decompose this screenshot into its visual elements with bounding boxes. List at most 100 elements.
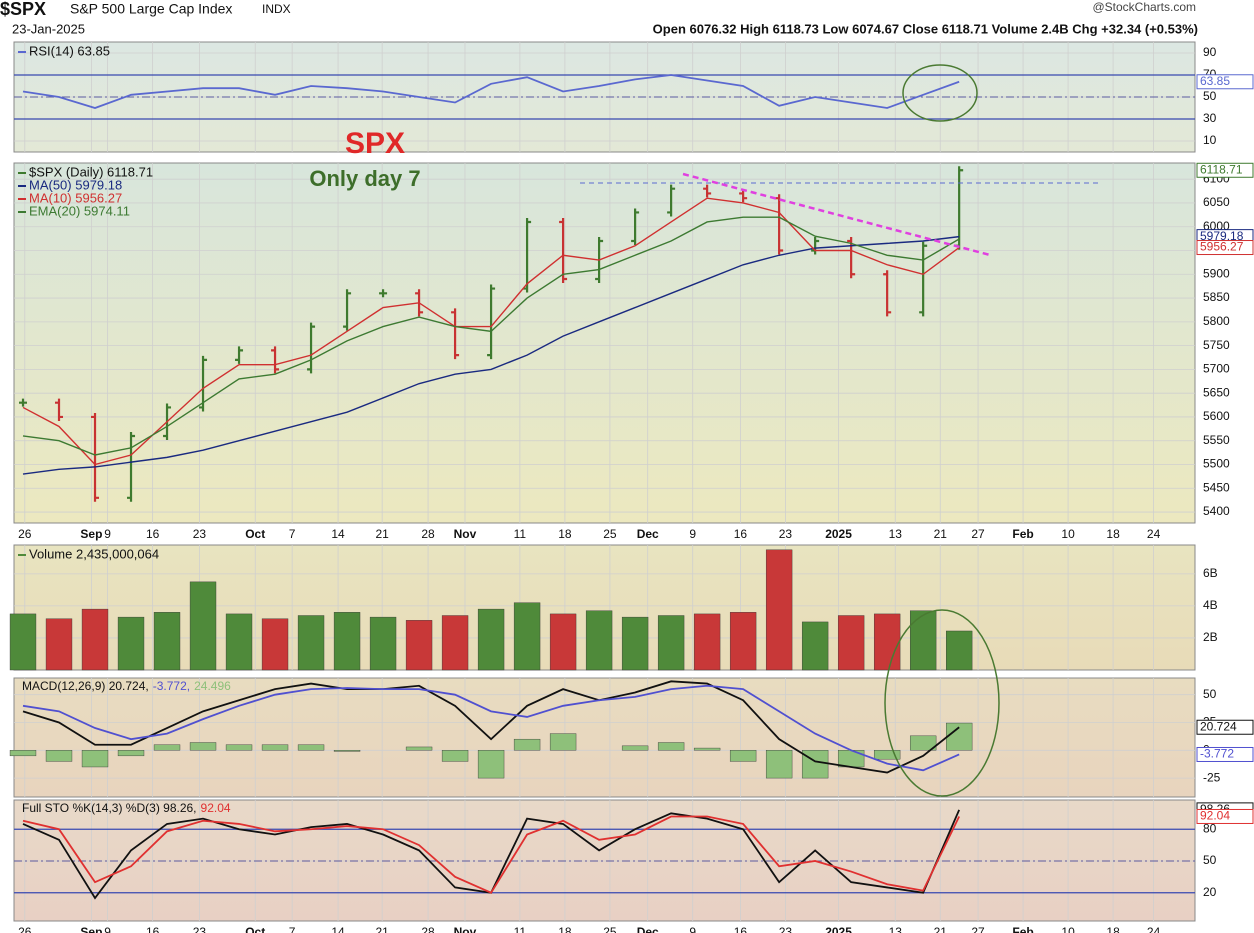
bar — [9, 750, 37, 757]
value-tag — [1196, 746, 1254, 762]
x-tick-label: 25 — [603, 925, 617, 933]
series-line — [22, 815, 960, 894]
highlight-ellipse — [884, 609, 1000, 797]
value-tag-label: 20.724 — [1200, 719, 1237, 733]
price-bar — [487, 284, 496, 360]
y-tick-label: 30 — [1203, 111, 1217, 125]
x-tick-label: Sep — [80, 527, 102, 541]
y-tick-label: 2B — [1203, 630, 1218, 644]
x-tick-label: 9 — [689, 925, 696, 933]
legend-entry: Full STO %K(14,3) %D(3) 98.26, — [22, 801, 197, 815]
price-bar — [919, 241, 928, 317]
bar — [801, 621, 829, 671]
legend-entry: MA(10) 5956.27 — [29, 190, 122, 205]
y-tick-label: 5900 — [1203, 266, 1230, 280]
x-tick-label: 23 — [779, 925, 793, 933]
y-tick-label: 80 — [1203, 821, 1217, 835]
bar — [225, 744, 253, 751]
symbol: $SPX — [0, 0, 46, 19]
x-tick-label: 28 — [421, 527, 435, 541]
bar — [477, 750, 505, 779]
y-tick-label: -25 — [1203, 770, 1221, 784]
y-tick-label: 50 — [1203, 89, 1217, 103]
date: 23-Jan-2025 — [12, 21, 85, 36]
x-tick-label: 28 — [421, 925, 435, 933]
series-line — [22, 680, 960, 774]
index-name: S&P 500 Large Cap Index — [70, 1, 232, 17]
bar — [261, 618, 289, 671]
bar — [117, 750, 145, 757]
x-tick-label: 24 — [1147, 925, 1161, 933]
bar — [45, 618, 73, 671]
legend: MACD(12,26,9) 20.724, -3.772, 24.496 — [22, 679, 231, 693]
x-tick-label: Dec — [637, 527, 659, 541]
credit: @StockCharts.com — [1092, 0, 1196, 14]
y-tick-label: 20 — [1203, 885, 1217, 899]
x-tick-label: 21 — [934, 527, 948, 541]
x-tick-label: 7 — [289, 527, 296, 541]
panel — [13, 677, 1196, 798]
price-bar — [271, 346, 280, 374]
price-bar — [379, 289, 388, 298]
y-tick-label: 50 — [1203, 853, 1217, 867]
bar — [513, 602, 541, 671]
bar — [297, 744, 325, 751]
x-tick-label: 2025 — [825, 925, 852, 933]
x-tick-label: Oct — [245, 527, 265, 541]
x-tick-label: 16 — [734, 527, 748, 541]
price-bar — [19, 398, 28, 407]
backgrounds — [13, 41, 1196, 922]
value-tag-label: 5979.18 — [1200, 229, 1244, 243]
x-tick-label: 10 — [1061, 527, 1075, 541]
legend-entry: MACD(12,26,9) 20.724, — [22, 679, 149, 693]
x-tick-label: 23 — [779, 527, 793, 541]
x-tick-label: 9 — [689, 527, 696, 541]
bar — [441, 750, 469, 762]
bar — [117, 616, 145, 671]
highlight-ellipse — [902, 64, 978, 122]
x-tick-label: 18 — [558, 527, 572, 541]
bar — [585, 610, 613, 671]
series-line — [22, 74, 960, 109]
bar — [153, 612, 181, 671]
legend-entry: $SPX (Daily) 6118.71 — [29, 164, 153, 179]
x-tick-label: 11 — [514, 527, 527, 541]
y-tick-label: 6B — [1203, 566, 1218, 580]
x-tick-label: Nov — [454, 925, 477, 933]
x-tick-label: 25 — [603, 527, 617, 541]
x-tick-label: 27 — [971, 527, 985, 541]
trend-line — [682, 172, 991, 257]
legend: Full STO %K(14,3) %D(3) 98.26, 92.04 — [22, 801, 231, 815]
bar — [405, 746, 433, 751]
quote: Open 6076.32 High 6118.73 Low 6074.67 Cl… — [653, 21, 1198, 36]
bar — [729, 612, 757, 671]
x-tick-label: 23 — [193, 925, 207, 933]
bar — [405, 620, 433, 671]
value-tag — [1196, 808, 1254, 824]
bar — [261, 744, 289, 751]
annotation-subtitle: Only day 7 — [309, 166, 420, 191]
price-bar — [739, 189, 748, 203]
bar — [873, 613, 901, 671]
value-tag — [1196, 74, 1254, 90]
legend-entry: Volume 2,435,000,064 — [29, 546, 159, 561]
y-tick-label: 5600 — [1203, 409, 1230, 423]
bar — [477, 608, 505, 671]
x-tick-label: 13 — [889, 527, 903, 541]
bar — [621, 745, 649, 751]
bar — [9, 613, 37, 671]
value-tag-label: 63.85 — [1200, 74, 1230, 88]
price-bar — [343, 289, 352, 331]
price-bar — [307, 322, 316, 374]
x-tick-label: Dec — [637, 925, 659, 933]
x-tick-label: 13 — [889, 925, 903, 933]
x-tick-label: 14 — [331, 527, 345, 541]
price-bar — [631, 208, 640, 245]
y-tick-label: 5400 — [1203, 504, 1230, 518]
x-tick-label: 11 — [514, 925, 527, 933]
bar — [189, 742, 217, 751]
price-bar — [91, 412, 100, 502]
x-tick-label: 2025 — [825, 527, 852, 541]
